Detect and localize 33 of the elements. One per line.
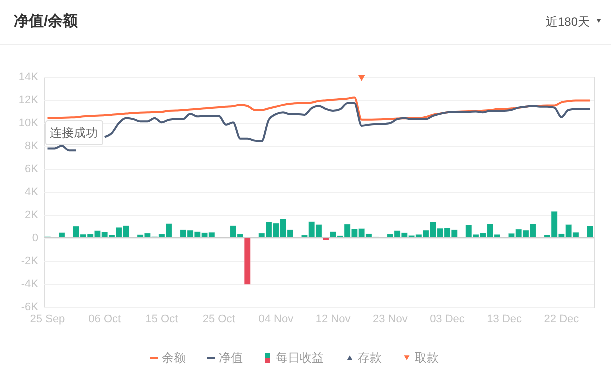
legend-label: 存款 [358, 351, 382, 365]
x-tick-label: 25 Sep [30, 314, 66, 326]
y-tick-label: 12K [18, 94, 40, 106]
bar [58, 232, 66, 238]
x-tick-label: 04 Nov [258, 314, 294, 326]
y-tick-label: 4K [25, 186, 40, 198]
x-tick-label: 06 Oct [88, 314, 122, 326]
y-tick-label: 2K [25, 210, 40, 222]
bar [586, 226, 594, 238]
y-tick-label: 8K [25, 140, 40, 152]
line-series [46, 96, 592, 121]
x-tick-label: 03 Dec [430, 314, 466, 326]
legend-label: 每日收益 [276, 351, 324, 365]
y-tick-label: 6K [25, 164, 40, 176]
bar [244, 238, 251, 285]
annotation: 连接成功 [50, 126, 98, 140]
x-tick-label: 23 Nov [372, 314, 408, 326]
text: 近180天 [546, 15, 590, 29]
y-tick-label: -4K [21, 278, 40, 290]
x-tick-label: 12 Nov [316, 314, 352, 326]
legend-label: 净值 [219, 351, 243, 365]
legend-label: 取款 [415, 351, 439, 365]
y-tick-label: 10K [18, 118, 40, 130]
chart-title: 净值/余额 [14, 12, 80, 30]
x-tick-label: 15 Oct [146, 314, 178, 326]
y-tick-label: -2K [21, 256, 40, 268]
x-tick-label: 13 Dec [487, 314, 523, 326]
x-tick-label: 22 Dec [544, 314, 580, 326]
legend-label: 余额 [162, 351, 186, 365]
x-tick-label: 25 Oct [202, 314, 236, 326]
y-tick-label: 14K [18, 72, 40, 84]
y-tick-label: -6K [21, 302, 40, 314]
y-tick-label: 0 [32, 232, 38, 244]
